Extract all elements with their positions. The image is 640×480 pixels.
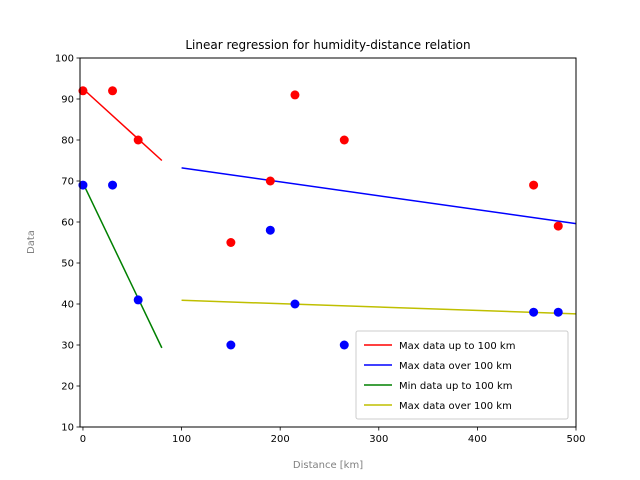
- data-point-1-5: [265, 176, 275, 186]
- regression-line-4: [181, 299, 577, 315]
- x-tick-label: 200: [271, 434, 290, 445]
- y-tick-label: 40: [61, 300, 74, 311]
- x-axis-title: Distance [km]: [293, 460, 363, 471]
- x-tick-label: 100: [172, 434, 191, 445]
- data-point-1-9: [553, 221, 563, 231]
- data-point-1-7: [339, 135, 349, 145]
- data-point-2-6: [290, 299, 300, 309]
- plot-area: [78, 86, 577, 350]
- legend-label-1: Max data up to 100 km: [399, 341, 515, 352]
- regression-line-2: [181, 167, 577, 225]
- data-point-2-3: [133, 295, 143, 305]
- chart-title: Linear regression for humidity-distance …: [185, 38, 470, 52]
- data-point-1-2: [108, 86, 118, 96]
- y-tick-label: 90: [61, 95, 74, 106]
- x-tick-label: 0: [80, 434, 86, 445]
- x-tick-label: 400: [468, 434, 487, 445]
- legend-label-4: Max data over 100 km: [399, 401, 512, 412]
- data-point-2-7: [339, 340, 349, 350]
- data-point-2-8: [529, 307, 539, 317]
- data-point-2-5: [265, 225, 275, 235]
- y-tick-label: 60: [61, 218, 74, 229]
- y-tick-label: 50: [61, 259, 74, 270]
- y-tick-label: 10: [61, 423, 74, 434]
- data-point-1-1: [78, 86, 88, 96]
- regression-line-3: [82, 182, 163, 349]
- data-point-1-8: [529, 180, 539, 190]
- y-tick-label: 70: [61, 177, 74, 188]
- plot-frame: [79, 57, 577, 428]
- legend: Max data up to 100 km Max data over 100 k…: [355, 330, 569, 420]
- y-tick-label: 80: [61, 136, 74, 147]
- y-axis-title: Data: [26, 230, 37, 254]
- y-tick-label: 100: [55, 54, 74, 65]
- x-tick-label: 500: [566, 434, 585, 445]
- data-point-2-9: [553, 307, 563, 317]
- data-point-1-3: [133, 135, 143, 145]
- y-tick-label: 20: [61, 382, 74, 393]
- y-tick-label: 30: [61, 341, 74, 352]
- data-point-2-4: [226, 340, 236, 350]
- x-tick-label: 300: [369, 434, 388, 445]
- legend-label-3: Min data up to 100 km: [399, 381, 513, 392]
- legend-box: [355, 330, 569, 420]
- data-point-1-6: [290, 90, 300, 100]
- data-point-1-4: [226, 238, 236, 247]
- legend-label-2: Max data over 100 km: [399, 361, 512, 372]
- data-point-2-1: [78, 180, 88, 190]
- data-point-2-2: [108, 180, 118, 190]
- axes: 0 100 200 300 400 500 10 20 30 40 50 60 70 80 90 100: [55, 54, 586, 446]
- regression-line-1: [82, 88, 163, 162]
